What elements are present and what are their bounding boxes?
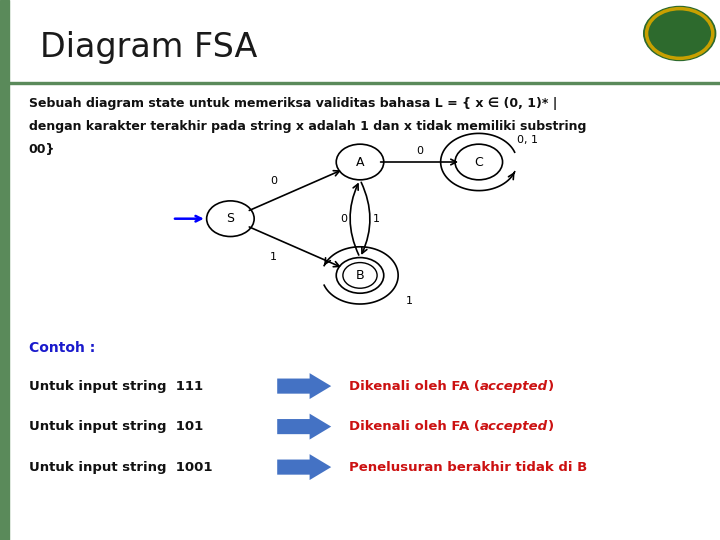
Text: 0, 1: 0, 1 <box>517 136 539 145</box>
Circle shape <box>207 201 254 237</box>
Bar <box>9 82 720 84</box>
Text: Dikenali oleh FA (: Dikenali oleh FA ( <box>349 420 480 433</box>
Circle shape <box>644 6 716 60</box>
Text: Penelusuran berakhir tidak di B: Penelusuran berakhir tidak di B <box>349 461 588 474</box>
Text: 0: 0 <box>341 214 348 224</box>
Text: Untuk input string  101: Untuk input string 101 <box>29 420 203 433</box>
Text: Dikenali oleh FA (: Dikenali oleh FA ( <box>349 380 480 393</box>
Text: 1: 1 <box>270 252 277 262</box>
Text: accepted: accepted <box>480 380 549 393</box>
Text: B: B <box>356 269 364 282</box>
Circle shape <box>455 144 503 180</box>
Circle shape <box>336 144 384 180</box>
Text: Untuk input string  1001: Untuk input string 1001 <box>29 461 212 474</box>
Text: Sebuah diagram state untuk memeriksa validitas bahasa L = { x ∈ (0, 1)* |: Sebuah diagram state untuk memeriksa val… <box>29 97 557 110</box>
Text: accepted: accepted <box>480 420 549 433</box>
Text: 1: 1 <box>405 296 413 306</box>
Text: Untuk input string  111: Untuk input string 111 <box>29 380 203 393</box>
Text: C: C <box>474 156 483 168</box>
Polygon shape <box>277 373 331 399</box>
Text: S: S <box>226 212 235 225</box>
Text: Diagram FSA: Diagram FSA <box>40 31 257 64</box>
Text: dengan karakter terakhir pada string x adalah 1 dan x tidak memiliki substring: dengan karakter terakhir pada string x a… <box>29 120 586 133</box>
Polygon shape <box>277 414 331 440</box>
Bar <box>0 0 9 540</box>
Text: ): ) <box>549 420 554 433</box>
Polygon shape <box>277 454 331 480</box>
Text: ): ) <box>549 380 554 393</box>
Circle shape <box>343 262 377 288</box>
Text: 0: 0 <box>270 176 277 186</box>
Text: 1: 1 <box>372 214 379 224</box>
Text: 00}: 00} <box>29 143 55 156</box>
Text: 0: 0 <box>416 146 423 156</box>
Text: A: A <box>356 156 364 168</box>
Circle shape <box>336 258 384 293</box>
Text: Contoh :: Contoh : <box>29 341 95 355</box>
